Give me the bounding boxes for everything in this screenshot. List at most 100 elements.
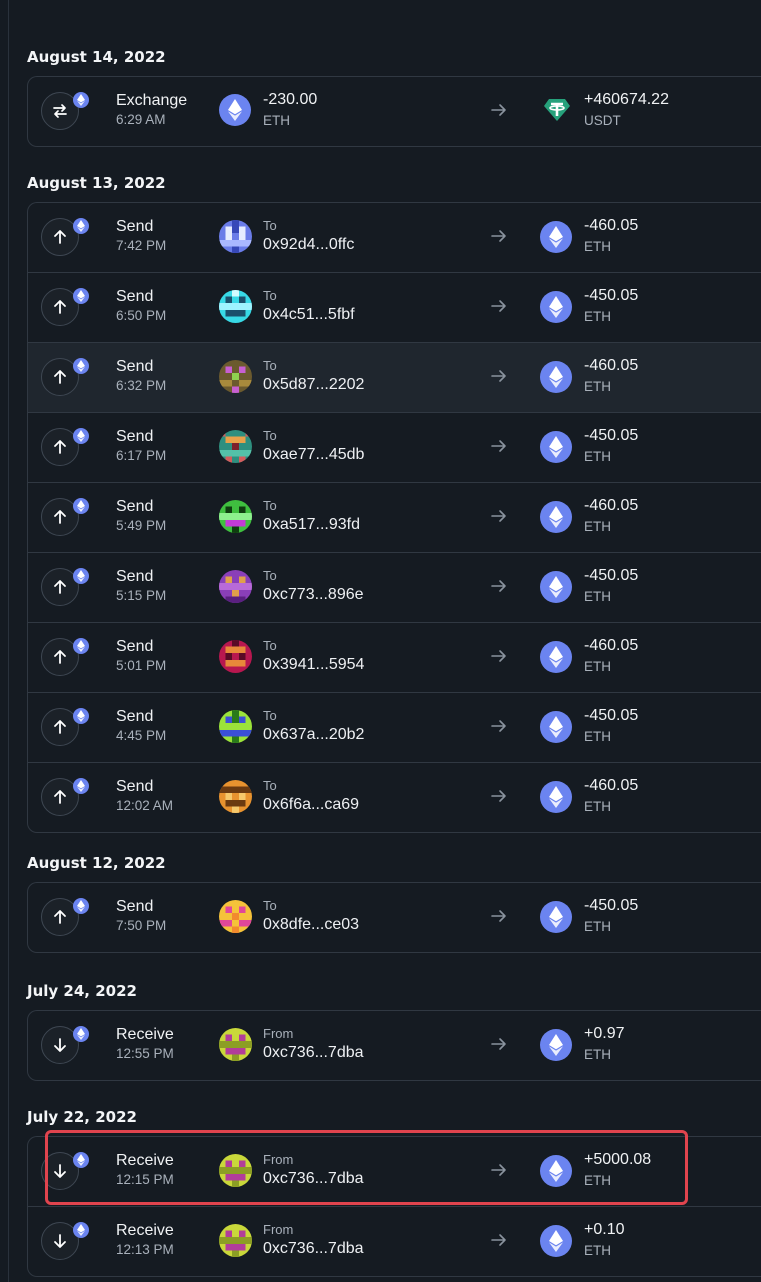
counterparty-address[interactable]: 0x637a...20b2 bbox=[263, 726, 365, 743]
arrow-up-icon bbox=[41, 568, 79, 606]
transaction-type: Receive bbox=[116, 1222, 174, 1239]
transaction-time: 12:15 PM bbox=[116, 1172, 174, 1187]
counterparty-address[interactable]: 0xae77...45db bbox=[263, 446, 365, 463]
transaction-amount: -460.05 bbox=[584, 777, 639, 794]
transaction-symbol: ETH bbox=[584, 449, 611, 464]
transaction-row-send[interactable]: Send 6:50 PM To 0x4c51...5fbf -450.05 ET… bbox=[28, 272, 761, 342]
arrow-right-icon bbox=[491, 790, 506, 802]
ethereum-icon bbox=[73, 568, 89, 584]
arrow-right-icon bbox=[491, 230, 506, 242]
counterparty-avatar bbox=[219, 710, 252, 743]
arrow-right-icon bbox=[491, 1038, 506, 1050]
transaction-row-send[interactable]: Send 6:32 PM To 0x5d87...2202 -460.05 ET… bbox=[28, 342, 761, 412]
ethereum-icon bbox=[73, 428, 89, 444]
transaction-group: Exchange 6:29 AM -230.00 ETH +460674.22 … bbox=[27, 76, 761, 147]
counterparty-address[interactable]: 0x8dfe...ce03 bbox=[263, 916, 360, 933]
counterparty-address[interactable]: 0x6f6a...ca69 bbox=[263, 796, 360, 813]
transaction-group: Receive 12:55 PM From 0xc736...7dba +0.9… bbox=[27, 1010, 761, 1081]
counterparty-address[interactable]: 0x4c51...5fbf bbox=[263, 306, 355, 323]
counterparty-address[interactable]: 0x92d4...0ffc bbox=[263, 236, 355, 253]
transaction-group: Receive 12:15 PM From 0xc736...7dba +500… bbox=[27, 1136, 761, 1277]
ethereum-coin-icon bbox=[540, 901, 572, 933]
transaction-time: 5:15 PM bbox=[116, 588, 167, 603]
transaction-symbol: ETH bbox=[584, 239, 611, 254]
counterparty-address[interactable]: 0xc736...7dba bbox=[263, 1044, 364, 1061]
transaction-amount: -450.05 bbox=[584, 897, 639, 914]
tether-coin-icon bbox=[543, 96, 571, 124]
transaction-amount: +5000.08 bbox=[584, 1151, 652, 1168]
ethereum-coin-icon bbox=[540, 711, 572, 743]
transaction-row-send[interactable]: Send 7:50 PM To 0x8dfe...ce03 -450.05 ET… bbox=[28, 883, 761, 952]
transaction-row-send[interactable]: Send 4:45 PM To 0x637a...20b2 -450.05 ET… bbox=[28, 692, 761, 762]
transaction-row-send[interactable]: Send 12:02 AM To 0x6f6a...ca69 -460.05 E… bbox=[28, 762, 761, 832]
ethereum-icon bbox=[73, 778, 89, 794]
ethereum-coin-icon bbox=[540, 431, 572, 463]
transaction-row-send[interactable]: Send 5:01 PM To 0x3941...5954 -460.05 ET… bbox=[28, 622, 761, 692]
transaction-time: 6:29 AM bbox=[116, 112, 166, 127]
transaction-symbol: ETH bbox=[584, 799, 611, 814]
transaction-row-send[interactable]: Send 7:42 PM To 0x92d4...0ffc -460.05 ET… bbox=[28, 203, 761, 272]
transaction-amount: -450.05 bbox=[584, 427, 639, 444]
ethereum-coin-icon bbox=[540, 571, 572, 603]
exchange-to-amount: +460674.22 bbox=[584, 91, 669, 108]
exchange-from-symbol: ETH bbox=[263, 113, 290, 128]
transaction-row-exchange[interactable]: Exchange 6:29 AM -230.00 ETH +460674.22 … bbox=[28, 77, 761, 146]
counterparty-address[interactable]: 0xa517...93fd bbox=[263, 516, 360, 533]
transaction-type: Send bbox=[116, 568, 154, 585]
counterparty-label: From bbox=[263, 1026, 294, 1041]
counterparty-address[interactable]: 0xc773...896e bbox=[263, 586, 364, 603]
section-date: July 24, 2022 bbox=[27, 982, 137, 1000]
transaction-type: Send bbox=[116, 898, 154, 915]
transaction-type: Send bbox=[116, 218, 154, 235]
transaction-time: 6:32 PM bbox=[116, 378, 167, 393]
transaction-row-receive[interactable]: Receive 12:15 PM From 0xc736...7dba +500… bbox=[28, 1137, 761, 1206]
counterparty-label: To bbox=[263, 288, 277, 303]
transaction-type: Receive bbox=[116, 1152, 174, 1169]
transaction-symbol: ETH bbox=[584, 659, 611, 674]
transaction-row-receive[interactable]: Receive 12:55 PM From 0xc736...7dba +0.9… bbox=[28, 1011, 761, 1080]
section-date: July 22, 2022 bbox=[27, 1108, 137, 1126]
transaction-type: Send bbox=[116, 428, 154, 445]
ethereum-icon bbox=[73, 898, 89, 914]
transaction-row-send[interactable]: Send 6:17 PM To 0xae77...45db -450.05 ET… bbox=[28, 412, 761, 482]
transaction-time: 4:45 PM bbox=[116, 728, 167, 743]
transaction-row-receive[interactable]: Receive 12:13 PM From 0xc736...7dba +0.1… bbox=[28, 1206, 761, 1276]
counterparty-avatar bbox=[219, 430, 252, 463]
transaction-symbol: ETH bbox=[584, 729, 611, 744]
transaction-amount: -460.05 bbox=[584, 497, 639, 514]
transaction-row-send[interactable]: Send 5:49 PM To 0xa517...93fd -460.05 ET… bbox=[28, 482, 761, 552]
counterparty-avatar bbox=[219, 640, 252, 673]
arrow-down-icon bbox=[41, 1026, 79, 1064]
transaction-row-send[interactable]: Send 5:15 PM To 0xc773...896e -450.05 ET… bbox=[28, 552, 761, 622]
arrow-up-icon bbox=[41, 638, 79, 676]
counterparty-avatar bbox=[219, 360, 252, 393]
arrow-right-icon bbox=[491, 370, 506, 382]
ethereum-icon bbox=[73, 498, 89, 514]
section-date: August 14, 2022 bbox=[27, 48, 166, 66]
transaction-time: 12:13 PM bbox=[116, 1242, 174, 1257]
ethereum-coin-icon bbox=[540, 221, 572, 253]
counterparty-address[interactable]: 0xc736...7dba bbox=[263, 1240, 364, 1257]
counterparty-avatar bbox=[219, 1224, 252, 1257]
counterparty-avatar bbox=[219, 780, 252, 813]
transaction-time: 5:01 PM bbox=[116, 658, 167, 673]
ethereum-coin-icon bbox=[219, 94, 251, 126]
transaction-type: Send bbox=[116, 638, 154, 655]
ethereum-coin-icon bbox=[540, 641, 572, 673]
ethereum-icon bbox=[73, 288, 89, 304]
arrow-right-icon bbox=[491, 440, 506, 452]
arrow-up-icon bbox=[41, 358, 79, 396]
counterparty-avatar bbox=[219, 220, 252, 253]
transaction-time: 6:17 PM bbox=[116, 448, 167, 463]
counterparty-label: From bbox=[263, 1222, 294, 1237]
transaction-amount: -460.05 bbox=[584, 357, 639, 374]
ethereum-coin-icon bbox=[540, 1155, 572, 1187]
ethereum-icon bbox=[73, 638, 89, 654]
ethereum-coin-icon bbox=[540, 291, 572, 323]
counterparty-label: To bbox=[263, 358, 277, 373]
counterparty-address[interactable]: 0x3941...5954 bbox=[263, 656, 365, 673]
arrow-up-icon bbox=[41, 498, 79, 536]
counterparty-address[interactable]: 0x5d87...2202 bbox=[263, 376, 365, 393]
counterparty-address[interactable]: 0xc736...7dba bbox=[263, 1170, 364, 1187]
ethereum-coin-icon bbox=[540, 501, 572, 533]
